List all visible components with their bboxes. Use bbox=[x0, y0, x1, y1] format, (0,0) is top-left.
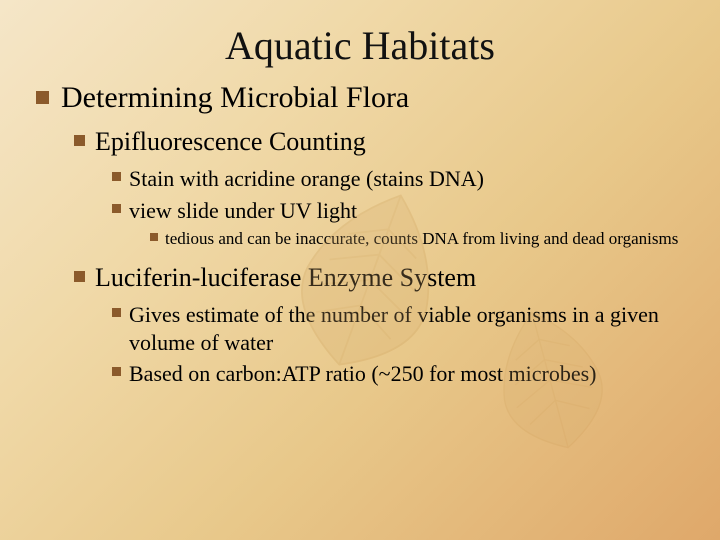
level2-text: Luciferin-luciferase Enzyme System bbox=[95, 263, 476, 293]
square-bullet-icon bbox=[74, 271, 85, 282]
level1-text: Determining Microbial Flora bbox=[61, 81, 409, 115]
bullet-level2: Epifluorescence Counting bbox=[74, 127, 684, 157]
slide-title: Aquatic Habitats bbox=[0, 0, 720, 81]
square-bullet-icon bbox=[112, 204, 121, 213]
level3-text: view slide under UV light bbox=[129, 197, 357, 225]
bullet-level2: Luciferin-luciferase Enzyme System bbox=[74, 263, 684, 293]
bullet-level3: Gives estimate of the number of viable o… bbox=[112, 301, 684, 356]
square-bullet-icon bbox=[150, 233, 158, 241]
bullet-level3: Based on carbon:ATP ratio (~250 for most… bbox=[112, 360, 684, 388]
bullet-level3: Stain with acridine orange (stains DNA) bbox=[112, 165, 684, 193]
bullet-level3: view slide under UV light bbox=[112, 197, 684, 225]
level4-text: tedious and can be inaccurate, counts DN… bbox=[165, 228, 678, 249]
square-bullet-icon bbox=[36, 91, 49, 104]
level3-text: Stain with acridine orange (stains DNA) bbox=[129, 165, 484, 193]
slide-content: Determining Microbial Flora Epifluoresce… bbox=[0, 81, 720, 388]
bullet-level1: Determining Microbial Flora bbox=[36, 81, 684, 115]
square-bullet-icon bbox=[112, 172, 121, 181]
level3-text: Based on carbon:ATP ratio (~250 for most… bbox=[129, 360, 597, 388]
level3-text: Gives estimate of the number of viable o… bbox=[129, 301, 684, 356]
level2-text: Epifluorescence Counting bbox=[95, 127, 366, 157]
bullet-level4: tedious and can be inaccurate, counts DN… bbox=[150, 228, 684, 249]
square-bullet-icon bbox=[112, 367, 121, 376]
square-bullet-icon bbox=[112, 308, 121, 317]
square-bullet-icon bbox=[74, 135, 85, 146]
